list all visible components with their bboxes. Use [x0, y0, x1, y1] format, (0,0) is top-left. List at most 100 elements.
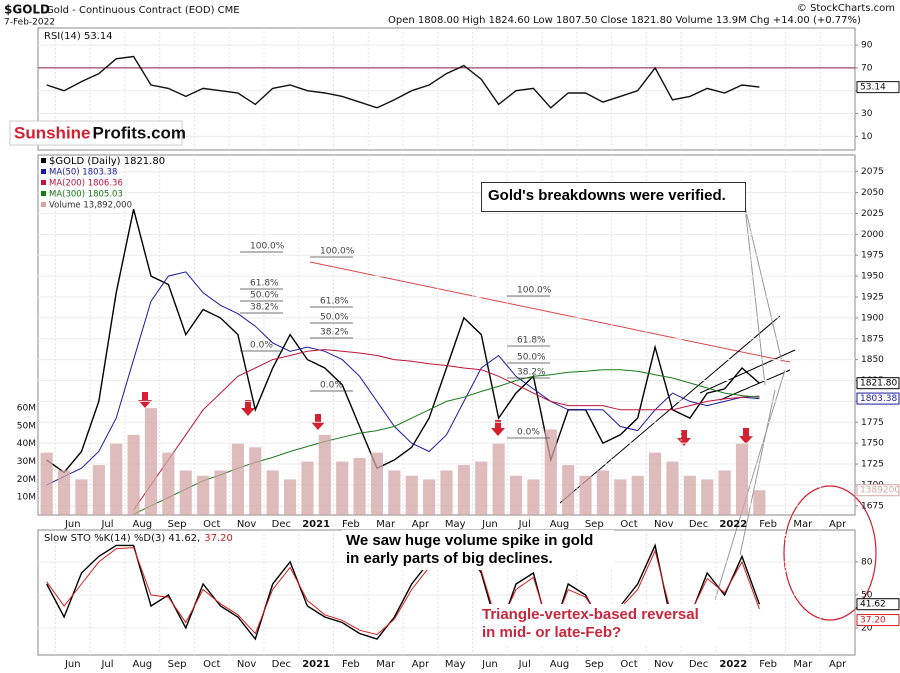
- volume-bar: [683, 475, 696, 515]
- x-tick-label: Aug: [550, 519, 570, 530]
- y-tick-label: 2050: [861, 188, 884, 198]
- x-tick-label: Oct: [203, 659, 220, 670]
- volume-bar: [353, 457, 366, 515]
- volume-bar: [162, 452, 175, 515]
- x-tick-label: Dec: [689, 519, 708, 530]
- x-tick-label: May: [445, 519, 466, 530]
- value-box: [856, 598, 900, 611]
- x-tick-label: Feb: [759, 519, 777, 530]
- value-box: [856, 392, 900, 405]
- volume-bar: [57, 470, 71, 515]
- x-tick-label: Mar: [793, 519, 813, 530]
- volume-bar: [110, 443, 123, 515]
- legend-label: MA(50) 1803.38: [49, 168, 117, 178]
- series-line: [46, 209, 760, 474]
- y-tick-label: 1850: [861, 355, 884, 365]
- volume-bar: [388, 470, 401, 515]
- y-tick-label: 1775: [861, 418, 884, 428]
- logo-frame: [9, 120, 183, 146]
- x-tick-label: Sep: [168, 659, 187, 670]
- y2-tick-label: 30M: [17, 457, 36, 467]
- legend-swatch: [41, 202, 46, 207]
- volume-bar: [370, 452, 384, 515]
- fib-label: 100.0%: [250, 242, 285, 252]
- volume-bar: [735, 443, 749, 515]
- annotation-box: Gold's breakdowns were verified.: [481, 182, 746, 212]
- y-tick-label: 50: [861, 590, 873, 600]
- y-tick-label: 90: [861, 41, 873, 51]
- legend-label: MA(200) 1806.36: [49, 179, 123, 189]
- volume-bar: [718, 470, 731, 515]
- legend-swatch: [41, 158, 46, 163]
- x-tick-label: Aug: [550, 659, 570, 670]
- x-tick-label: 2021: [302, 519, 330, 530]
- volume-bar: [283, 479, 297, 515]
- panel-label: 37.20: [204, 533, 233, 544]
- value-box: [856, 377, 900, 390]
- volume-bar: [631, 475, 644, 515]
- y-tick-label: 1875: [861, 334, 884, 344]
- fib-label: 50.0%: [250, 291, 279, 301]
- y-tick-label: 80: [861, 557, 873, 567]
- credit: © StockCharts.com: [797, 3, 895, 14]
- annotation: We saw huge volume spike in gold in earl…: [342, 530, 614, 570]
- x-tick-label: Oct: [203, 519, 220, 530]
- volume-bar: [562, 465, 575, 515]
- x-tick-label: Jul: [518, 659, 531, 670]
- legend-swatch: [41, 191, 46, 196]
- volume-bar: [405, 475, 418, 515]
- y2-tick-label: 20M: [17, 475, 36, 485]
- volume-bar: [509, 475, 523, 515]
- volume-bar: [596, 470, 610, 515]
- resistance-line: [309, 261, 791, 363]
- x-tick-label: Mar: [793, 659, 813, 670]
- x-tick-label: Dec: [689, 659, 708, 670]
- legend-label: Volume 13,892,000: [49, 201, 132, 211]
- quote: Open 1808.00 High 1824.60 Low 1807.50 Cl…: [388, 15, 861, 26]
- x-tick-label: Nov: [654, 659, 674, 670]
- volume-bar: [440, 470, 453, 515]
- x-tick-label: 2021: [302, 659, 330, 670]
- volume-bar: [614, 479, 627, 515]
- series-line: [133, 349, 760, 511]
- date: 7-Feb-2022: [4, 18, 55, 28]
- x-tick-label: Apr: [829, 659, 847, 670]
- fib-label: 100.0%: [320, 247, 355, 257]
- volume-bar: [457, 465, 470, 515]
- series-line: [46, 271, 760, 486]
- highlight-ellipse: [783, 485, 877, 621]
- volume-bar: [249, 447, 262, 515]
- y-tick-label: 20: [861, 624, 873, 634]
- volume-bar: [214, 470, 227, 515]
- annotation-box: We saw huge volume spike in gold in earl…: [342, 530, 614, 570]
- volume-bar: [301, 461, 314, 515]
- x-tick-label: May: [445, 659, 466, 670]
- y-tick-label: 1925: [861, 292, 884, 302]
- annotation: Gold's breakdowns were verified.: [481, 182, 746, 212]
- volume-bar: [266, 470, 279, 515]
- y-tick-label: 30: [861, 109, 873, 119]
- panel-frame: [37, 27, 856, 151]
- fib-label: 61.8%: [320, 297, 349, 307]
- x-tick-label: Feb: [342, 519, 360, 530]
- value-box-label: 53.14: [860, 83, 886, 93]
- y-tick-label: 1900: [861, 313, 884, 323]
- volume-bar: [753, 490, 766, 515]
- x-tick-label: Sep: [585, 659, 604, 670]
- x-tick-label: Sep: [168, 519, 187, 530]
- x-tick-label: Aug: [133, 659, 153, 670]
- volume-bar: [231, 443, 244, 515]
- annotation: Triangle-vertex-based reversal in mid- o…: [478, 604, 718, 644]
- fib-label: 50.0%: [517, 353, 546, 363]
- x-tick-label: Apr: [412, 659, 430, 670]
- x-tick-label: Jun: [481, 659, 498, 670]
- legend-swatch: [41, 169, 46, 174]
- volume-bar: [475, 461, 488, 515]
- support-line: [699, 349, 796, 394]
- y-tick-label: 1750: [861, 439, 884, 449]
- y-tick-label: 1950: [861, 272, 884, 282]
- x-tick-label: Jun: [64, 519, 81, 530]
- fib-label: 0.0%: [250, 341, 273, 351]
- x-tick-label: Jul: [100, 519, 113, 530]
- symbol: $GOLD: [4, 3, 50, 17]
